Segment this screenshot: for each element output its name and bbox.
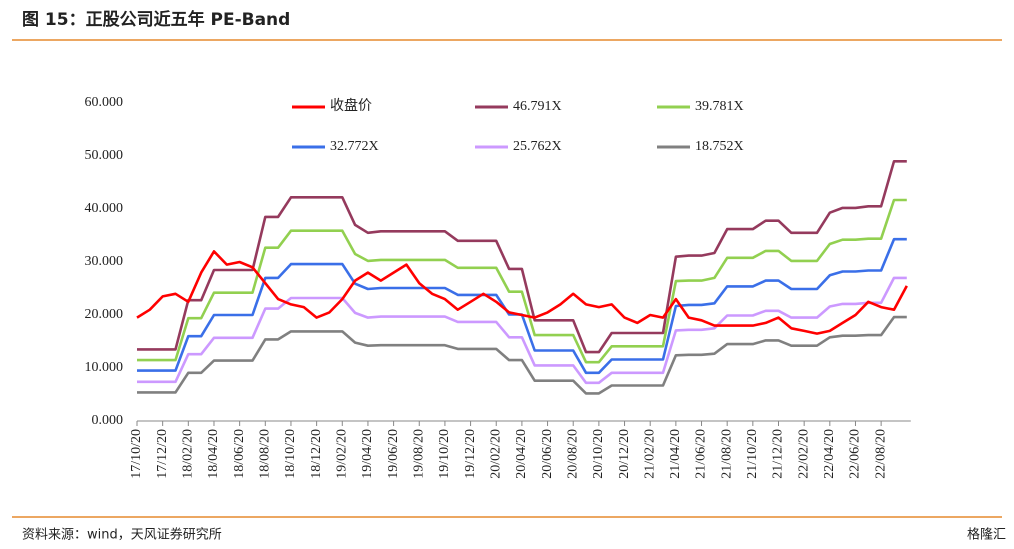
x-tick-label: 20/06/20 xyxy=(540,429,555,479)
x-tick-label: 22/06/20 xyxy=(848,429,863,479)
x-tick-label: 20/10/20 xyxy=(591,429,606,479)
y-tick-label: 40.000 xyxy=(85,201,124,216)
x-tick-label: 18/04/20 xyxy=(206,429,221,479)
y-tick-label: 10.000 xyxy=(85,360,124,375)
x-tick-label: 18/02/20 xyxy=(181,429,196,479)
x-tick-label: 20/12/20 xyxy=(617,429,632,479)
chart-title: 图 15：正股公司近五年 PE-Band xyxy=(22,9,290,30)
y-tick-label: 0.000 xyxy=(92,413,124,428)
x-tick-label: 18/08/20 xyxy=(258,429,273,479)
y-tick-label: 50.000 xyxy=(85,148,124,163)
x-tick-label: 19/04/20 xyxy=(360,429,375,479)
x-tick-label: 21/06/20 xyxy=(694,429,709,479)
series-line xyxy=(137,198,907,364)
x-tick-label: 21/10/20 xyxy=(745,429,760,479)
x-tick-label: 19/08/20 xyxy=(411,429,426,479)
x-tick-label: 21/02/20 xyxy=(642,429,657,479)
x-tick-label: 21/08/20 xyxy=(719,429,734,479)
legend-label: 39.781X xyxy=(695,99,744,114)
x-tick-label: 20/02/20 xyxy=(488,429,503,479)
x-tick-label: 22/04/20 xyxy=(822,429,837,479)
x-tick-label: 22/08/20 xyxy=(873,429,888,479)
x-tick-label: 22/02/20 xyxy=(796,429,811,479)
watermark: 格隆汇 xyxy=(967,527,1006,543)
legend-label: 18.752X xyxy=(695,139,744,154)
series-line xyxy=(137,237,907,375)
x-tick-label: 21/12/20 xyxy=(771,429,786,479)
series-line xyxy=(137,160,907,354)
x-tick-label: 20/08/20 xyxy=(565,429,580,479)
y-tick-label: 60.000 xyxy=(85,95,124,110)
x-tick-label: 18/10/20 xyxy=(283,429,298,479)
x-tick-label: 20/04/20 xyxy=(514,429,529,479)
series-line xyxy=(137,315,907,395)
y-tick-label: 30.000 xyxy=(85,254,124,269)
x-tick-label: 18/06/20 xyxy=(232,429,247,479)
legend-label: 收盘价 xyxy=(330,97,372,114)
series-line xyxy=(136,250,908,335)
x-tick-label: 21/04/20 xyxy=(668,429,683,479)
legend-label: 25.762X xyxy=(513,139,562,154)
x-tick-label: 19/10/20 xyxy=(437,429,452,479)
x-tick-label: 19/06/20 xyxy=(386,429,401,479)
legend-label: 32.772X xyxy=(330,139,379,154)
x-tick-label: 19/12/20 xyxy=(463,429,478,479)
source: 资料来源：wind，天风证券研究所 xyxy=(22,527,222,543)
x-tick-label: 17/12/20 xyxy=(155,429,170,479)
x-tick-label: 19/02/20 xyxy=(334,429,349,479)
series-line xyxy=(137,276,907,385)
x-tick-label: 17/10/20 xyxy=(129,429,144,479)
legend-label: 46.791X xyxy=(513,99,562,114)
y-tick-label: 20.000 xyxy=(85,307,124,322)
x-tick-label: 18/12/20 xyxy=(309,429,324,479)
